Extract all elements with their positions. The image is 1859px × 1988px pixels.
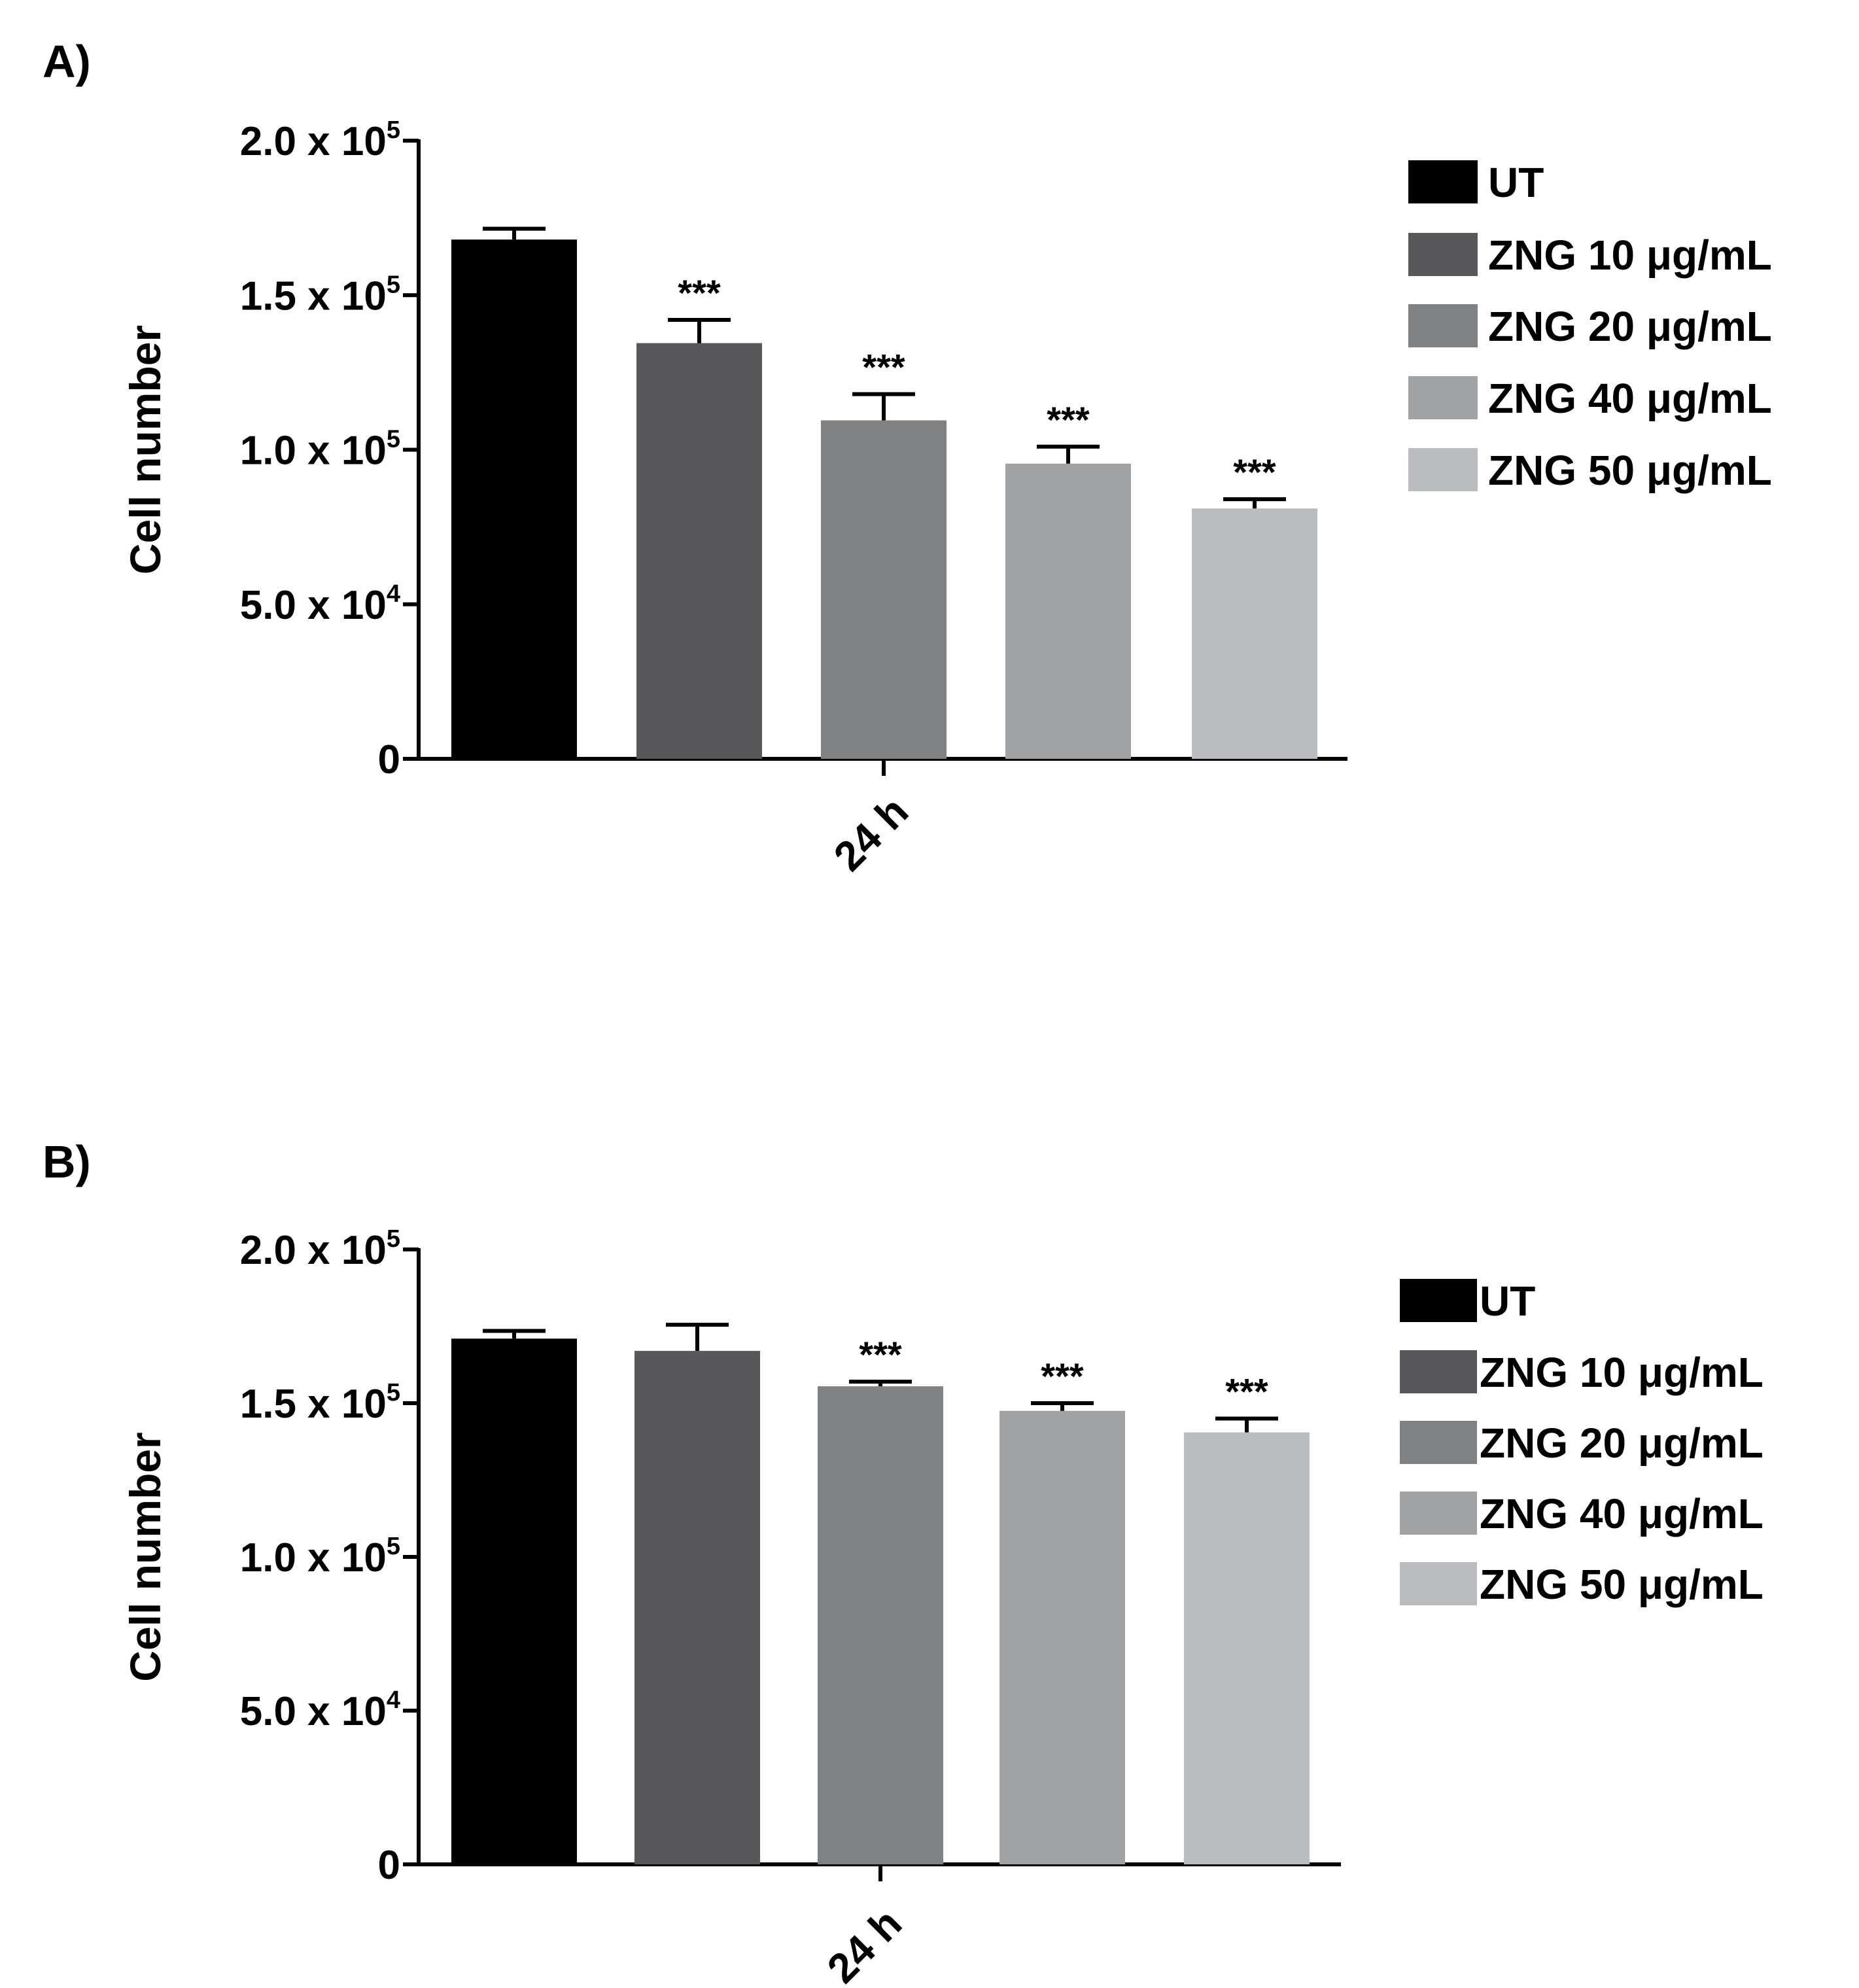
y-axis-title: Cell number (121, 325, 169, 574)
legend-label: ZNG 10 μg/mL (1488, 232, 1772, 279)
legend-swatch (1400, 1491, 1477, 1535)
bar (636, 343, 762, 759)
y-tick-label: 1.5 x 105 (240, 271, 400, 319)
significance-label: *** (1225, 1371, 1268, 1412)
legend-label: ZNG 10 μg/mL (1480, 1349, 1763, 1396)
legend-label: ZNG 40 μg/mL (1488, 375, 1772, 422)
legend-label: ZNG 20 μg/mL (1488, 303, 1772, 350)
panel-label: A) (43, 36, 91, 87)
bar (818, 1386, 943, 1864)
bar (634, 1351, 760, 1864)
bar (1005, 463, 1131, 759)
significance-label: *** (862, 346, 905, 387)
legend-swatch (1400, 1562, 1477, 1605)
legend-label: ZNG 50 μg/mL (1480, 1561, 1763, 1608)
significance-label: *** (1233, 451, 1276, 493)
legend-label: UT (1480, 1278, 1535, 1325)
legend-swatch (1400, 1421, 1477, 1464)
legend-swatch (1408, 448, 1478, 491)
bar (451, 1338, 577, 1864)
legend-label: ZNG 20 μg/mL (1480, 1420, 1763, 1467)
y-tick-label: 1.0 x 105 (240, 1533, 400, 1580)
significance-label: *** (859, 1334, 902, 1375)
legend-swatch (1408, 160, 1478, 203)
legend-label: UT (1488, 159, 1544, 206)
y-tick-label: 1.0 x 105 (240, 426, 400, 474)
y-tick-label: 1.5 x 105 (240, 1379, 400, 1427)
legend-swatch (1408, 233, 1478, 276)
legend-swatch (1408, 304, 1478, 347)
significance-label: *** (1041, 1355, 1084, 1397)
legend-swatch (1408, 376, 1478, 419)
y-tick-label: 2.0 x 105 (240, 116, 400, 164)
significance-label: *** (1047, 399, 1090, 440)
y-tick-label: 2.0 x 105 (240, 1225, 400, 1273)
panel-a: A) 0 5.0 x 104 1.0 x 105 1.5 x 105 2.0 x 105 C… (43, 36, 1772, 880)
panel-label: B) (43, 1136, 91, 1187)
bar (1184, 1432, 1310, 1864)
panel-b: B) 0 5.0 x 104 1.0 x 105 1.5 x 105 2.0 x 105 C… (43, 1136, 1763, 1988)
bar (1192, 508, 1317, 759)
bar (451, 239, 577, 759)
y-axis-title: Cell number (121, 1432, 169, 1681)
y-tick-label: 5.0 x 104 (240, 580, 400, 628)
y-tick-label: 0 (378, 1843, 400, 1888)
y-tick-label: 0 (378, 737, 400, 782)
legend-swatch (1400, 1279, 1477, 1322)
bar (999, 1410, 1125, 1864)
legend-label: ZNG 40 μg/mL (1480, 1490, 1763, 1537)
legend-swatch (1400, 1350, 1477, 1393)
y-tick-label: 5.0 x 104 (240, 1686, 400, 1734)
significance-label: *** (678, 272, 721, 313)
x-category-label: 24 h (825, 788, 917, 880)
bar (821, 420, 947, 759)
legend-label: ZNG 50 μg/mL (1488, 447, 1772, 494)
x-category-label: 24 h (818, 1900, 911, 1988)
